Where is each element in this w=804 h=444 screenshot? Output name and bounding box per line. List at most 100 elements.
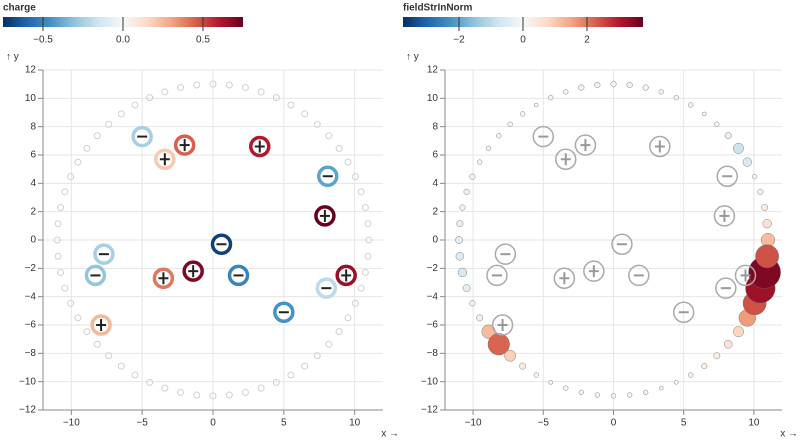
probe	[610, 393, 617, 399]
probe	[313, 120, 321, 128]
charge	[494, 243, 517, 265]
y-tick-label: −4	[25, 291, 37, 302]
probe	[105, 120, 113, 128]
probe	[658, 89, 664, 95]
probe	[477, 159, 483, 165]
probe	[241, 84, 249, 92]
probe	[702, 111, 707, 117]
probe	[241, 388, 249, 396]
charge	[583, 260, 605, 282]
probe	[53, 236, 61, 244]
probe	[563, 89, 569, 95]
charge	[491, 314, 514, 336]
y-tick-label: 2	[30, 206, 36, 217]
probe	[455, 236, 463, 244]
probe	[54, 252, 62, 260]
probe	[177, 388, 185, 396]
legend-tick-label: 2	[584, 35, 590, 46]
probe	[594, 82, 601, 89]
y-tick-label: −8	[25, 348, 37, 359]
probe	[688, 102, 694, 108]
probe	[351, 173, 359, 181]
y-tick-label: 6	[30, 150, 36, 161]
probe	[713, 352, 721, 360]
probe	[74, 158, 82, 166]
probe	[688, 372, 694, 378]
probe	[313, 352, 321, 360]
probe	[301, 110, 309, 118]
charge	[713, 205, 736, 227]
probe	[287, 371, 295, 379]
y-tick-label: 0	[30, 235, 36, 246]
charge	[532, 125, 555, 148]
x-tick-label: 10	[349, 418, 361, 429]
probe	[456, 220, 464, 228]
probe	[61, 284, 69, 292]
probe	[209, 392, 217, 400]
probe	[674, 380, 679, 385]
probe	[131, 371, 139, 379]
probe	[610, 81, 617, 88]
probe	[457, 267, 468, 278]
charge	[611, 233, 633, 255]
y-tick-label: −6	[427, 320, 439, 331]
probe	[485, 145, 492, 151]
probe	[287, 101, 295, 109]
probe	[74, 314, 82, 322]
y-tick-label: 8	[30, 121, 36, 132]
probe	[563, 385, 569, 391]
probe	[578, 389, 584, 396]
probe	[146, 94, 154, 102]
probe	[361, 204, 369, 212]
y-tick-label: −12	[421, 405, 438, 416]
probe	[351, 299, 359, 307]
probe	[761, 204, 768, 211]
probe	[161, 384, 169, 392]
probe	[364, 220, 372, 228]
y-tick-label: 0	[432, 235, 438, 246]
probe	[146, 378, 154, 386]
probe	[54, 220, 62, 228]
probe	[757, 188, 764, 195]
probe	[548, 95, 554, 101]
charge	[734, 264, 757, 287]
y-tick-label: −10	[19, 376, 36, 387]
probe	[257, 88, 265, 96]
y-tick-label: −2	[25, 263, 37, 274]
probe	[357, 284, 365, 292]
probe	[476, 314, 484, 322]
probe	[504, 349, 516, 362]
probe	[357, 188, 365, 196]
charge	[486, 264, 508, 287]
probe	[533, 372, 539, 378]
probe	[463, 188, 470, 195]
probe	[455, 252, 465, 261]
y-tick-label: 4	[432, 178, 438, 189]
y-axis-label: ↑ y	[6, 52, 19, 63]
probe	[67, 299, 75, 307]
probe	[272, 94, 280, 102]
y-tick-label: −10	[421, 376, 438, 387]
probe	[487, 333, 510, 356]
probe	[361, 268, 369, 276]
probe	[57, 268, 65, 276]
probe	[57, 204, 65, 212]
probe	[161, 88, 169, 96]
probe	[325, 132, 333, 140]
y-tick-label: 8	[432, 121, 438, 132]
probe	[105, 352, 113, 360]
y-tick-label: 12	[427, 65, 439, 76]
probe	[93, 132, 101, 140]
legend-tick-label: 0	[520, 35, 526, 46]
probe	[752, 174, 758, 180]
probe	[225, 81, 233, 89]
probe	[659, 385, 664, 391]
probe	[301, 362, 309, 370]
y-tick-label: −4	[427, 291, 439, 302]
probe	[626, 82, 633, 89]
y-tick-label: −12	[19, 405, 36, 416]
probe	[733, 326, 744, 338]
probe	[117, 110, 125, 118]
y-tick-label: 10	[427, 93, 439, 104]
